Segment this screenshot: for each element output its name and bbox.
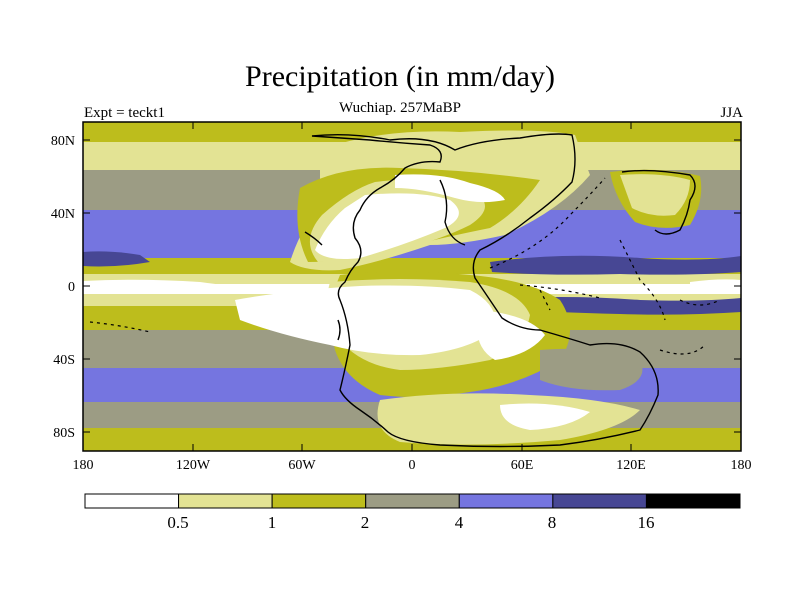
laurasia-arid [315,193,459,259]
plot-title: Precipitation (in mm/day) [245,60,555,93]
plot-subtitle: Wuchiap. 257MaBP [339,100,461,116]
colorbar-label: 16 [638,513,655,532]
y-tick-label: 0 [68,280,75,295]
colorbar-swatch [271,493,367,509]
colorbar: 0.5 1 2 4 8 16 [84,493,741,532]
x-tick-label: 60E [511,458,534,473]
wet-core-north-tethys [490,255,741,275]
east-block-dry [620,174,690,216]
polar-gondwana-arid [500,403,590,430]
gondwana-east-mid [540,348,643,391]
x-axis-labels: 180 120W 60W 0 60E 120E 180 [73,458,752,473]
colorbar-label: 8 [548,513,557,532]
microcontinents [89,177,721,355]
equatorial-dry-tongue-west [83,279,250,292]
colorbar-label: 1 [268,513,277,532]
colorbar-swatch [552,493,647,509]
colorbar-swatch [84,493,180,509]
colorbar-label: 2 [361,513,370,532]
colorbar-swatch [178,493,273,509]
season-label: JJA [720,105,743,121]
band-arctic [83,122,741,142]
north-desert-strip [395,174,505,203]
precipitation-field [83,122,741,451]
gondwana-arid-east [477,310,545,360]
x-tick-label: 180 [73,458,94,473]
colorbar-label: 0.5 [167,513,188,532]
y-tick-label: 40N [51,207,75,222]
x-tick-label: 0 [409,458,416,473]
colorbar-label: 4 [455,513,464,532]
coastlines [304,133,696,448]
equatorial-dry-tongue-east [690,279,741,293]
colorbar-swatch [645,493,741,509]
colorbar-swatch [365,493,460,509]
colorbar-swatch [458,493,554,509]
wet-core-west [83,251,150,267]
y-tick-label: 80S [53,426,75,441]
experiment-label: Expt = teckt1 [84,105,165,121]
gondwana-arid [235,285,496,356]
x-tick-label: 180 [731,458,752,473]
axis-ticks [82,122,742,451]
x-tick-label: 60W [288,458,316,473]
y-tick-label: 40S [53,353,75,368]
y-axis-labels: 80N 40N 0 40S 80S [51,134,75,441]
y-tick-label: 80N [51,134,75,149]
x-tick-label: 120W [176,458,211,473]
x-tick-label: 120E [616,458,646,473]
